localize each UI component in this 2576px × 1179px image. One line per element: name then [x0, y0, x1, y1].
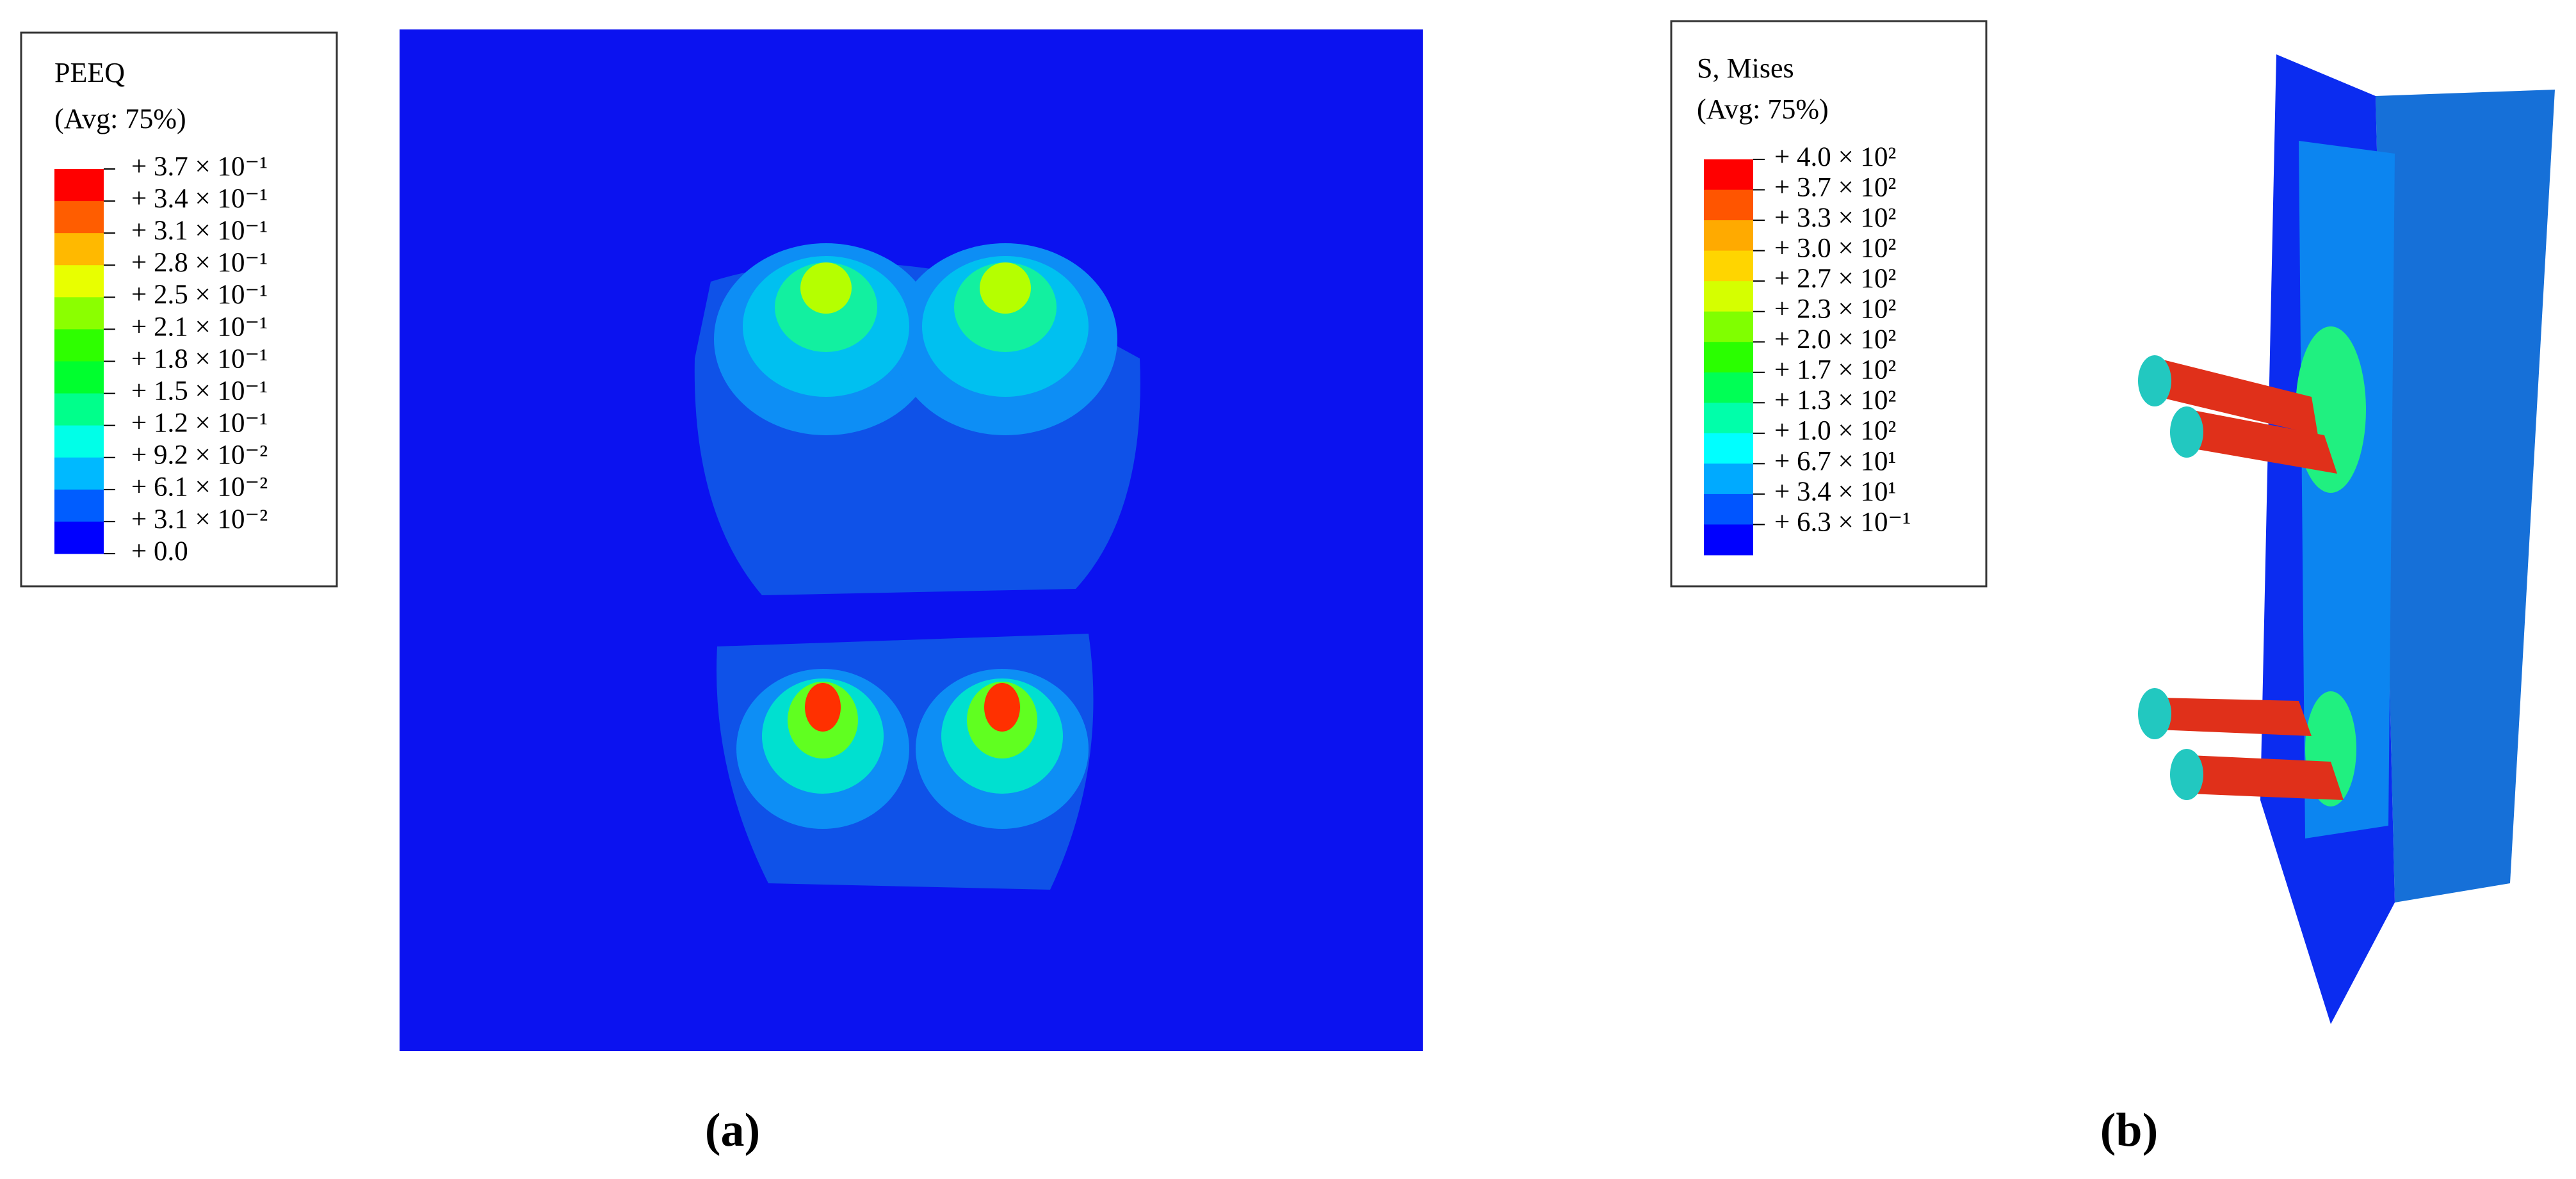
legend-label: + 3.1 × 10⁻²	[131, 504, 268, 534]
legend-swatch	[1704, 189, 1753, 221]
legend-label: + 6.1 × 10⁻²	[131, 472, 268, 502]
legend-label: + 3.7 × 10⁻¹	[131, 152, 268, 182]
legend-label: + 2.7 × 10²	[1774, 264, 1896, 294]
legend-swatch	[1704, 220, 1753, 252]
legend-swatch	[54, 265, 104, 298]
legend-swatch	[1704, 433, 1753, 464]
legend-label: + 6.7 × 10¹	[1774, 446, 1896, 476]
legend-label: + 1.2 × 10⁻¹	[131, 408, 268, 438]
legend-label: + 4.0 × 10²	[1774, 142, 1896, 172]
legend-swatch	[54, 233, 104, 266]
legend-label: + 2.3 × 10²	[1774, 294, 1896, 325]
legend-swatch	[1704, 493, 1753, 525]
legend-swatch	[54, 361, 104, 394]
legend-label: + 1.7 × 10²	[1774, 355, 1896, 385]
legend-swatch	[54, 297, 104, 330]
legend-label: + 0.0	[131, 536, 188, 566]
legend-swatch	[1704, 524, 1753, 556]
legend-swatch	[54, 393, 104, 426]
legend-label: + 6.3 × 10⁻¹	[1774, 507, 1911, 537]
legend-swatch	[1704, 342, 1753, 373]
contour-plot-b	[2138, 54, 2555, 1024]
legend-label: + 1.0 × 10²	[1774, 416, 1896, 446]
contour-plot-a	[400, 29, 1423, 1051]
legend-label: + 1.3 × 10²	[1774, 385, 1896, 415]
legend-swatch	[54, 169, 104, 202]
legend-label: + 2.0 × 10²	[1774, 325, 1896, 355]
legend-label: + 2.1 × 10⁻¹	[131, 312, 268, 342]
legend-label: + 3.3 × 10²	[1774, 203, 1896, 233]
legend-swatch	[1704, 311, 1753, 342]
legend-swatch	[54, 425, 104, 458]
legend-swatch	[54, 329, 104, 362]
legend-label: + 1.5 × 10⁻¹	[131, 376, 268, 406]
legend-swatch	[1704, 159, 1753, 191]
legend-title: PEEQ	[54, 57, 125, 88]
legend-label: + 3.0 × 10²	[1774, 233, 1896, 263]
legend-swatch	[1704, 281, 1753, 312]
legend-subtitle: (Avg: 75%)	[1697, 93, 1829, 125]
legend-subtitle: (Avg: 75%)	[54, 103, 186, 134]
legend-label: + 2.8 × 10⁻¹	[131, 248, 268, 278]
panel-caption: (b)	[2100, 1104, 2158, 1157]
legend-swatch	[1704, 463, 1753, 495]
legend-label: + 3.4 × 10⁻¹	[131, 184, 268, 214]
legend-label: + 3.7 × 10²	[1774, 172, 1896, 202]
legend-label: + 1.8 × 10⁻¹	[131, 344, 268, 374]
legend-title: S, Mises	[1697, 52, 1794, 84]
legend-label: + 2.5 × 10⁻¹	[131, 280, 268, 310]
legend-swatch	[1704, 372, 1753, 403]
legend-swatch	[54, 489, 104, 522]
legend-swatch	[54, 457, 104, 490]
legend-label: + 3.4 × 10¹	[1774, 477, 1896, 507]
legend-swatch	[54, 521, 104, 554]
panel-caption: (a)	[705, 1104, 760, 1157]
legend-label: + 9.2 × 10⁻²	[131, 440, 268, 470]
legend-swatch	[1704, 403, 1753, 434]
legend-swatch	[1704, 250, 1753, 282]
legend-label: + 3.1 × 10⁻¹	[131, 216, 268, 246]
legend-swatch	[54, 201, 104, 234]
